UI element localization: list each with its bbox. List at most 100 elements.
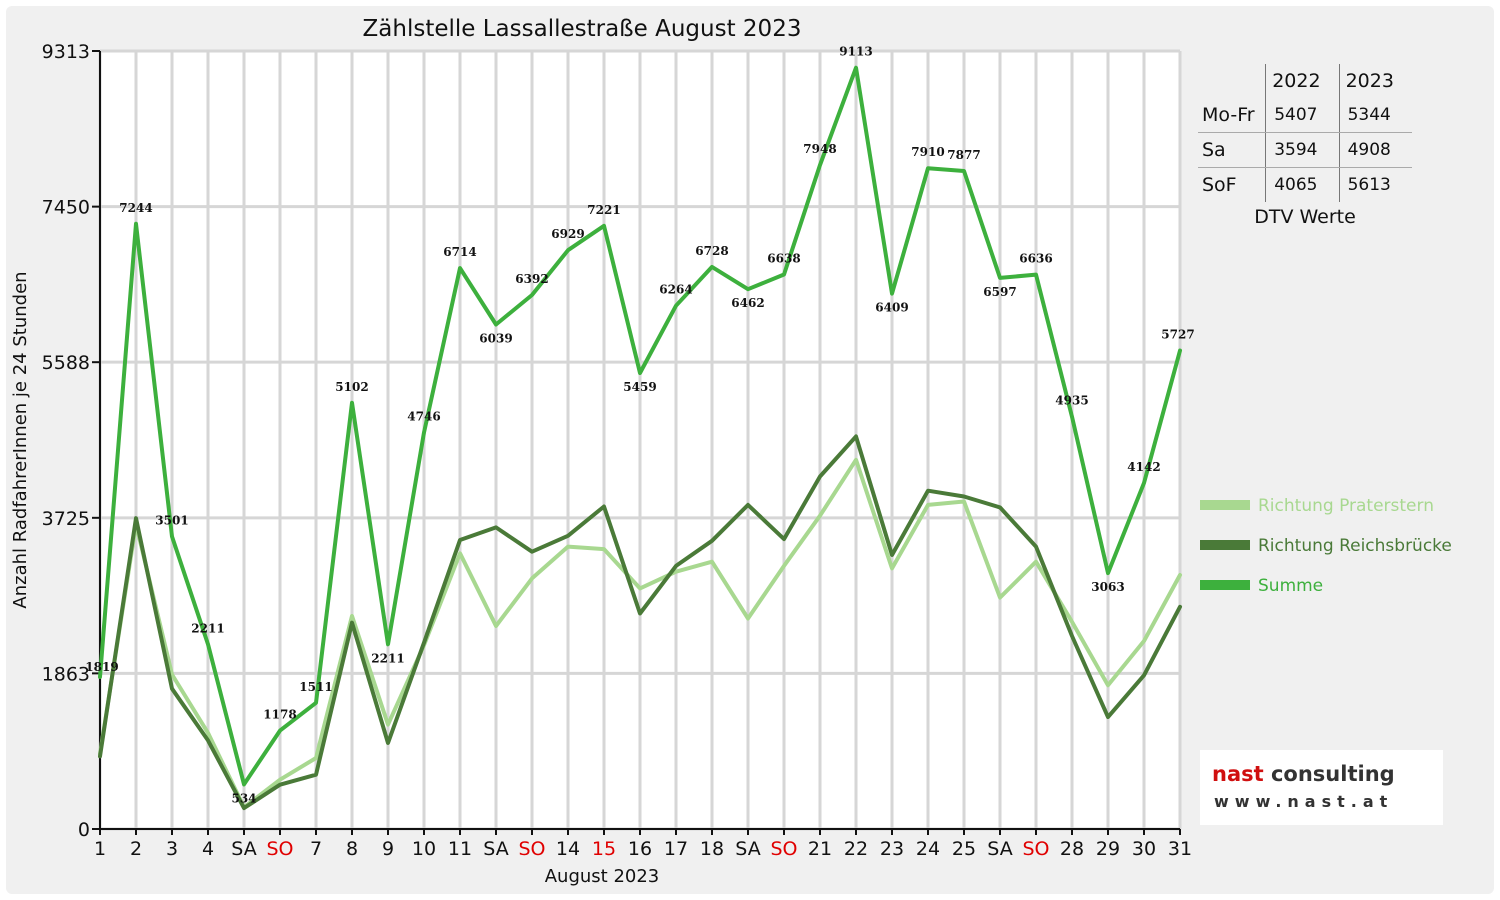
data-point xyxy=(674,304,678,308)
dtv-table: 2022 2023 Mo-Fr 5407 5344 Sa 3594 4908 S… xyxy=(1198,64,1412,202)
chart-title: Zählstelle Lassallestraße August 2023 xyxy=(363,16,802,42)
data-point xyxy=(350,621,354,625)
x-tick-label: 14 xyxy=(556,838,580,860)
x-tick-label: 1 xyxy=(94,838,106,860)
data-label: 7244 xyxy=(119,201,152,215)
data-point xyxy=(386,723,390,727)
x-tick-label: SA xyxy=(231,838,256,860)
data-point xyxy=(278,783,282,787)
x-tick-label: 15 xyxy=(592,838,616,860)
dtv-value: 5344 xyxy=(1339,98,1412,133)
data-point xyxy=(386,741,390,745)
grid-layer xyxy=(98,49,1182,831)
y-tick-label: 7450 xyxy=(42,197,90,219)
data-point xyxy=(530,550,534,554)
y-tick-label: 1863 xyxy=(42,663,90,685)
data-point xyxy=(962,169,966,173)
dtv-value: 5613 xyxy=(1347,175,1391,195)
data-point xyxy=(566,545,570,549)
legend-label: Summe xyxy=(1258,576,1323,596)
data-point xyxy=(566,248,570,252)
data-point xyxy=(818,474,822,478)
x-tick-label: SO xyxy=(518,838,545,860)
dtv-row: Mo-Fr 5407 5344 xyxy=(1198,98,1412,133)
x-tick-label: 11 xyxy=(448,838,472,860)
x-tick-label: SO xyxy=(266,838,293,860)
data-point xyxy=(782,272,786,276)
data-label: 4935 xyxy=(1055,394,1088,408)
x-tick-label: 7 xyxy=(310,838,322,860)
y-axis-label: Anzahl RadfahrerInnen je 24 Stunden xyxy=(10,271,31,608)
data-point xyxy=(134,222,138,226)
x-tick-label: 31 xyxy=(1168,838,1192,860)
dtv-value: 4065 xyxy=(1265,167,1340,202)
data-point xyxy=(854,66,858,70)
data-point xyxy=(962,500,966,504)
x-tick-label: SO xyxy=(770,838,797,860)
data-label: 6638 xyxy=(767,251,800,265)
data-point xyxy=(1070,415,1074,419)
data-label: 1511 xyxy=(299,680,332,694)
data-point xyxy=(206,738,210,742)
data-point xyxy=(1070,634,1074,638)
data-point xyxy=(854,458,858,462)
data-point xyxy=(1034,560,1038,564)
x-tick-label: 17 xyxy=(664,838,688,860)
x-tick-label: 10 xyxy=(412,838,436,860)
data-point xyxy=(602,224,606,228)
data-label: 6597 xyxy=(983,285,1016,299)
data-point xyxy=(458,266,462,270)
x-tick-label: 23 xyxy=(880,838,904,860)
x-tick-label: SA xyxy=(735,838,760,860)
data-label: 5102 xyxy=(335,380,368,394)
data-label: 6714 xyxy=(443,245,476,259)
data-point xyxy=(278,729,282,733)
data-point xyxy=(530,576,534,580)
dtv-value: 4908 xyxy=(1339,132,1412,168)
data-point xyxy=(1142,639,1146,643)
data-point xyxy=(638,611,642,615)
data-point xyxy=(98,675,102,679)
data-point xyxy=(890,553,894,557)
data-label: 534 xyxy=(231,791,256,805)
data-point xyxy=(1106,683,1110,687)
x-tick-label: 24 xyxy=(916,838,940,860)
data-point xyxy=(494,323,498,327)
data-point xyxy=(710,539,714,543)
x-tick-label: 16 xyxy=(628,838,652,860)
x-tick-label: SO xyxy=(1022,838,1049,860)
legend-swatch xyxy=(1200,540,1250,550)
data-point xyxy=(710,560,714,564)
data-point xyxy=(782,564,786,568)
data-label: 7221 xyxy=(587,203,620,217)
data-point xyxy=(782,537,786,541)
data-point xyxy=(242,782,246,786)
legend-label: Richtung Reichsbrücke xyxy=(1258,536,1452,556)
data-label: 6462 xyxy=(731,296,764,310)
data-point xyxy=(206,642,210,646)
data-point xyxy=(566,534,570,538)
data-point xyxy=(926,503,930,507)
data-point xyxy=(98,754,102,758)
data-label: 9113 xyxy=(839,45,872,59)
data-point xyxy=(458,538,462,542)
data-point xyxy=(422,641,426,645)
dtv-header-row: 2022 2023 xyxy=(1198,64,1412,98)
data-point xyxy=(206,731,210,735)
data-point xyxy=(818,163,822,167)
data-point xyxy=(890,292,894,296)
data-label: 6929 xyxy=(551,227,584,241)
data-point xyxy=(386,642,390,646)
data-label: 5727 xyxy=(1161,328,1194,342)
dtv-value: 3594 xyxy=(1265,132,1340,168)
logo-wordmark: nast consulting xyxy=(1212,762,1395,786)
data-point xyxy=(170,672,174,676)
data-point xyxy=(170,687,174,691)
data-point xyxy=(674,570,678,574)
data-point xyxy=(458,551,462,555)
data-point xyxy=(746,287,750,291)
data-point xyxy=(314,701,318,705)
data-point xyxy=(746,616,750,620)
